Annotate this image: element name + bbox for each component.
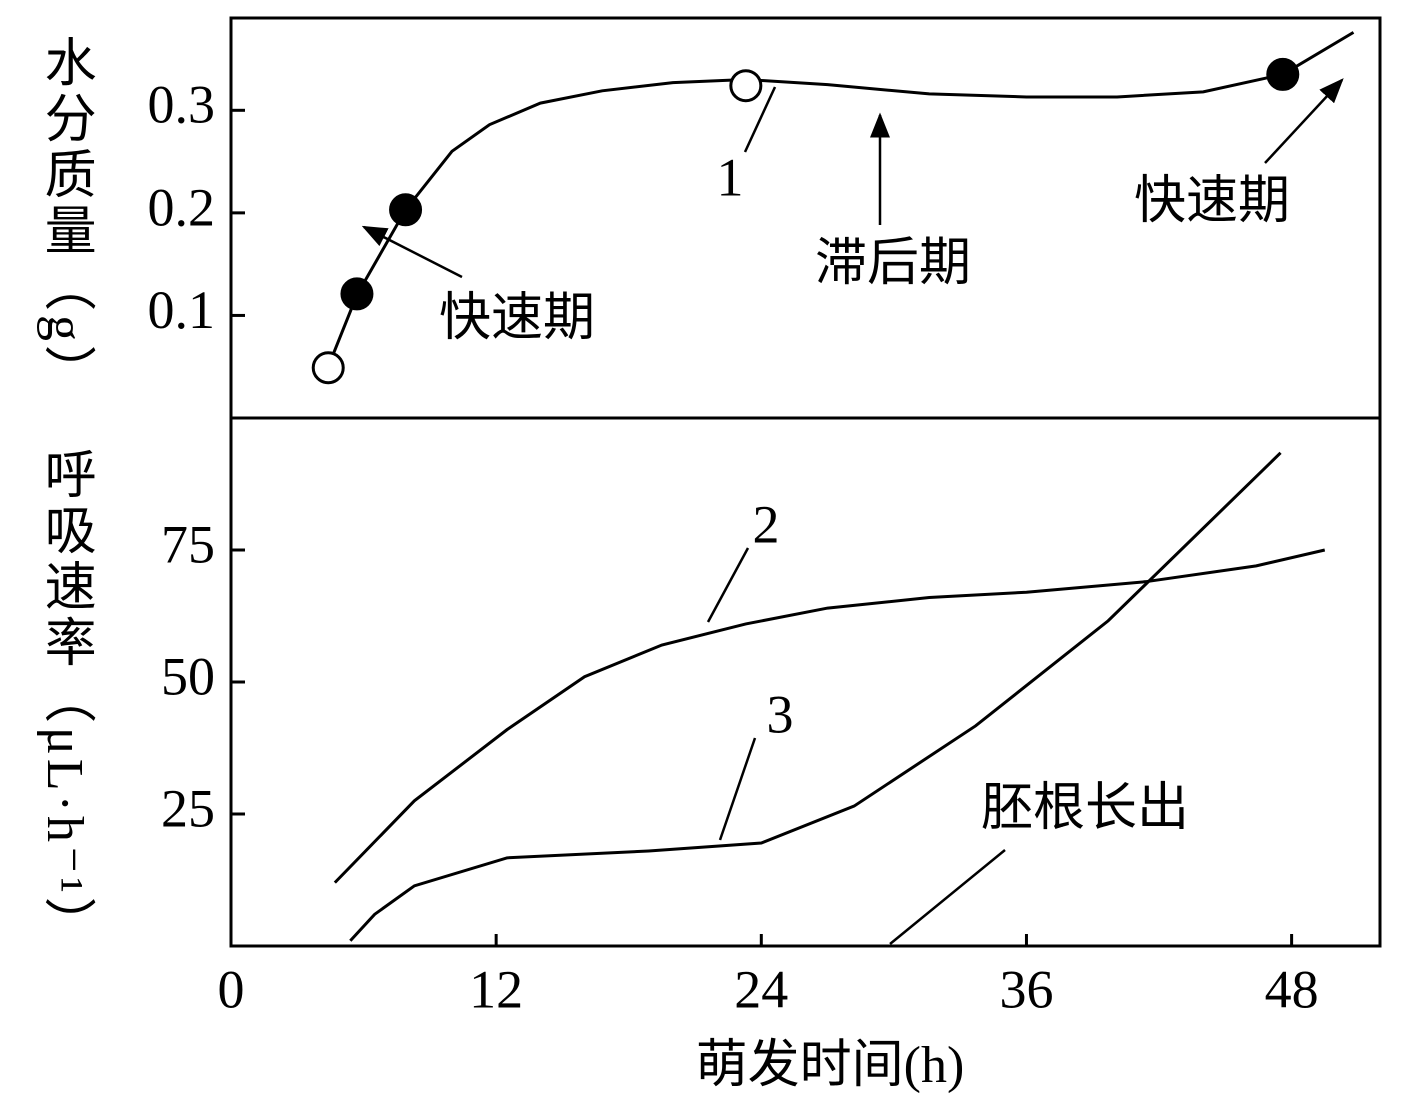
- y-tick-label: 0.2: [148, 177, 216, 237]
- y-tick-label: 0.1: [148, 280, 216, 340]
- data-point: [340, 277, 374, 311]
- x-tick-label: 48: [1265, 959, 1319, 1019]
- series-label: 2: [753, 494, 780, 554]
- series-label: 1: [717, 147, 744, 207]
- leader-line: [718, 737, 757, 841]
- x-tick-label: 0: [218, 959, 245, 1019]
- annotation: 快速期: [1134, 173, 1290, 230]
- y-tick-label: 50: [161, 646, 215, 706]
- y-tick-label: 0.3: [148, 75, 216, 135]
- data-line: [333, 548, 1326, 884]
- leader-line: [706, 547, 750, 623]
- annotation: 滞后期: [815, 235, 971, 292]
- series-label: 3: [767, 684, 794, 744]
- data-point: [389, 193, 423, 227]
- y-axis-title: 呼吸速率（μL·h⁻¹）: [36, 447, 95, 953]
- arrow: [361, 225, 463, 279]
- data-line: [326, 31, 1355, 368]
- y-axis-title: 水分质量（g）: [36, 35, 95, 401]
- x-tick-label: 24: [734, 959, 788, 1019]
- x-tick-label: 12: [469, 959, 523, 1019]
- data-point: [311, 351, 345, 385]
- data-point: [729, 69, 763, 103]
- x-axis-title: 萌发时间(h): [696, 1037, 965, 1094]
- bottom-frame: [229, 416, 1382, 948]
- data-line: [349, 451, 1282, 942]
- annotation: 胚根长出: [981, 780, 1189, 837]
- data-point: [1266, 57, 1300, 91]
- annotation: 快速期: [439, 290, 595, 347]
- leader-line: [743, 86, 777, 153]
- arrow: [1264, 78, 1344, 164]
- leader-line: [889, 849, 1006, 945]
- y-tick-label: 25: [161, 778, 215, 838]
- y-tick-label: 75: [161, 514, 215, 574]
- x-tick-label: 36: [999, 959, 1053, 1019]
